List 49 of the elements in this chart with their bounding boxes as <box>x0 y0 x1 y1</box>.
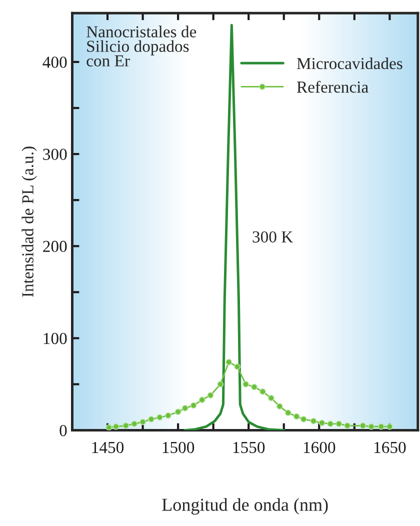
point <box>318 420 326 426</box>
point <box>251 384 258 390</box>
point <box>190 402 197 409</box>
point <box>234 364 241 370</box>
legend-label: Referencia <box>296 80 368 93</box>
point <box>164 412 172 419</box>
y-axis-title: Intensidad de PL (a.u.) <box>22 146 37 297</box>
point <box>226 358 232 366</box>
legend-label: Microcavidades <box>296 57 402 70</box>
point <box>131 420 138 428</box>
x-tick-label: 1450 <box>92 442 124 454</box>
annotation: 300 K <box>252 231 294 243</box>
x-tick-label: 1500 <box>162 442 194 454</box>
point <box>336 420 342 428</box>
point <box>140 418 146 426</box>
point <box>360 422 366 429</box>
point <box>368 423 375 430</box>
point <box>148 416 154 422</box>
point <box>242 381 249 388</box>
annotation: Nanocristales de Silicio dopados con Er <box>86 26 196 66</box>
point <box>386 423 393 430</box>
y-tick-label: 100 <box>44 332 67 344</box>
y-tick-label: 400 <box>42 56 67 68</box>
point <box>284 410 292 416</box>
point <box>174 408 182 416</box>
point <box>327 420 334 428</box>
point <box>106 424 112 430</box>
x-tick-label: 1550 <box>233 442 265 454</box>
point <box>300 416 307 422</box>
y-tick-label: 200 <box>43 240 67 252</box>
point <box>310 418 317 424</box>
point <box>378 423 384 430</box>
point <box>217 381 224 388</box>
y-tick-label: 300 <box>43 148 67 160</box>
y-tick-label: 0 <box>60 424 67 436</box>
point <box>260 388 266 395</box>
point <box>207 392 214 398</box>
point <box>182 404 188 412</box>
point <box>344 422 351 429</box>
point <box>198 396 206 404</box>
point <box>276 403 283 410</box>
point <box>268 394 274 402</box>
point <box>156 414 163 421</box>
x-tick-label: 1600 <box>304 442 336 454</box>
point <box>122 422 130 429</box>
x-axis-title: Longitud de onda (nm) <box>162 498 328 515</box>
x-tick-label: 1650 <box>374 442 406 454</box>
point <box>293 413 300 420</box>
point <box>112 423 120 430</box>
